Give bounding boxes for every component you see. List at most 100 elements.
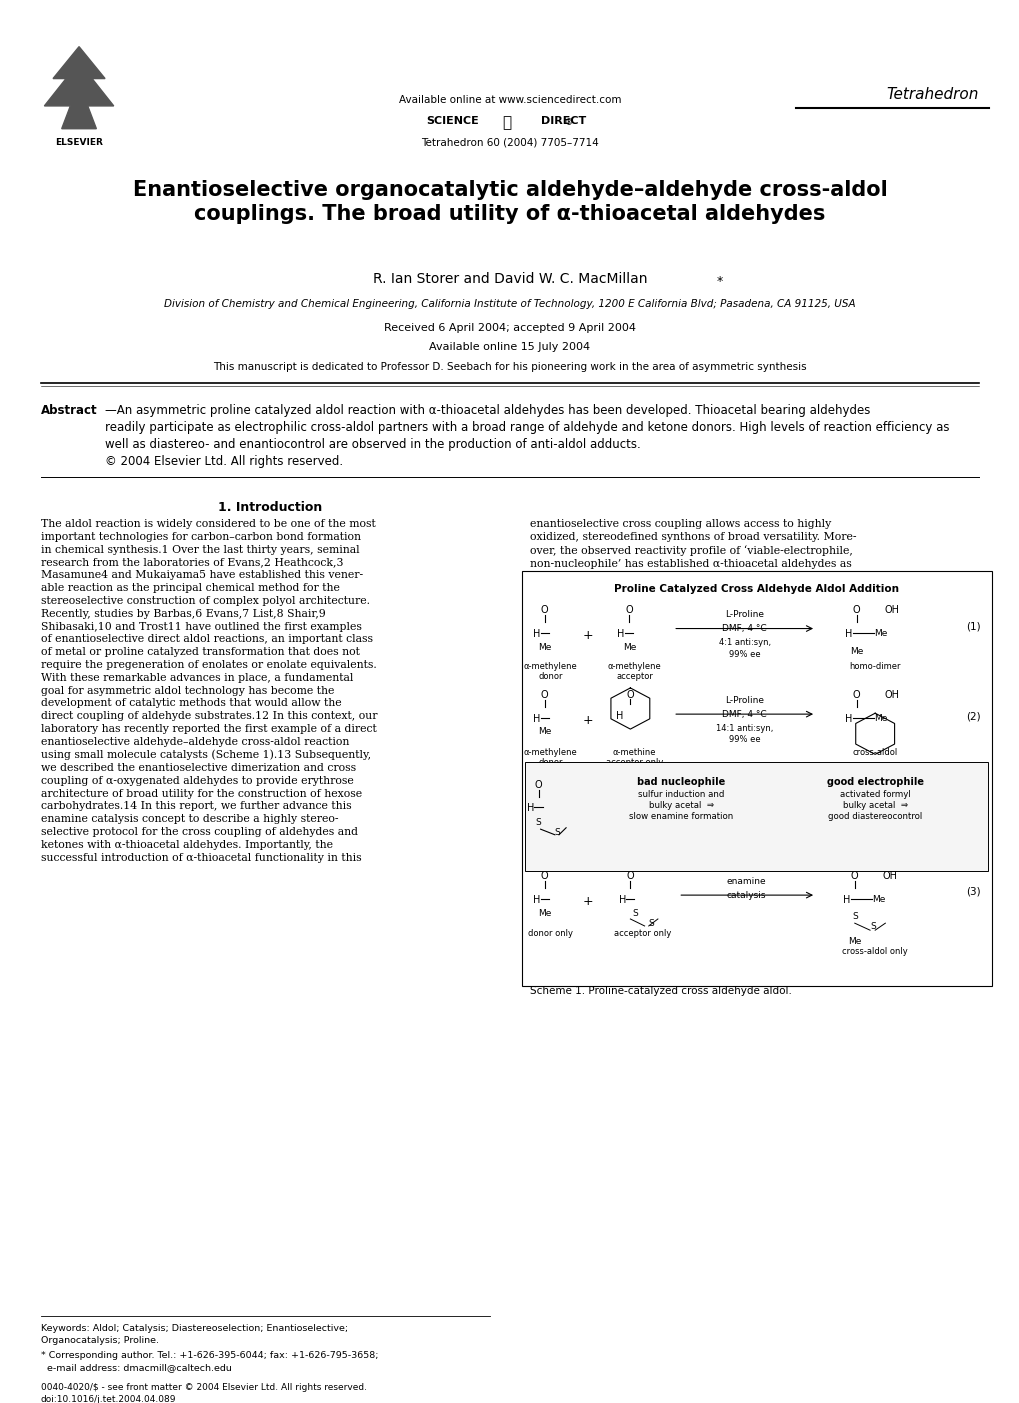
Text: O: O	[540, 605, 548, 615]
Text: good diastereocontrol: good diastereocontrol	[827, 812, 921, 821]
Text: O: O	[852, 690, 860, 700]
Text: Me: Me	[871, 895, 884, 904]
Text: S: S	[851, 912, 857, 920]
Text: Division of Chemistry and Chemical Engineering, California Institute of Technolo: Division of Chemistry and Chemical Engin…	[164, 299, 855, 309]
Text: Enantioselective organocatalytic aldehyde–aldehyde cross-aldol
couplings. The br: Enantioselective organocatalytic aldehyd…	[132, 180, 887, 224]
Text: donor: donor	[538, 672, 562, 680]
Text: SCIENCE: SCIENCE	[426, 116, 479, 126]
Text: DMF, 4 °C: DMF, 4 °C	[721, 710, 766, 718]
Text: 0040-4020/$ - see front matter © 2004 Elsevier Ltd. All rights reserved.
doi:10.: 0040-4020/$ - see front matter © 2004 El…	[41, 1383, 367, 1403]
Text: Available online 15 July 2004: Available online 15 July 2004	[429, 342, 590, 352]
Text: Abstract: Abstract	[41, 404, 98, 417]
Text: acceptor only: acceptor only	[605, 758, 662, 766]
Text: O: O	[534, 780, 542, 790]
Text: bad nucleophile: bad nucleophile	[637, 777, 725, 787]
Text: +: +	[582, 629, 592, 641]
Text: H: H	[618, 895, 626, 905]
Text: Tetrahedron: Tetrahedron	[886, 87, 978, 102]
Text: 1. Introduction: 1. Introduction	[218, 501, 322, 513]
Text: +: +	[582, 714, 592, 727]
Text: OH: OH	[884, 690, 899, 700]
Text: bulky acetal  ⇒: bulky acetal ⇒	[842, 801, 907, 810]
Text: enantioselective cross coupling allows access to highly
oxidized, stereodefined : enantioselective cross coupling allows a…	[530, 519, 856, 568]
Text: O: O	[626, 871, 634, 881]
Text: 14:1 anti:syn,: 14:1 anti:syn,	[715, 724, 772, 732]
Text: Me: Me	[537, 643, 551, 651]
Text: (2): (2)	[966, 711, 980, 721]
Text: O: O	[625, 605, 633, 615]
Text: α-methylene: α-methylene	[524, 748, 577, 756]
Text: +: +	[582, 895, 592, 908]
Text: α-methine: α-methine	[612, 748, 655, 756]
Text: Tetrahedron 60 (2004) 7705–7714: Tetrahedron 60 (2004) 7705–7714	[421, 137, 598, 147]
Text: slow enamine formation: slow enamine formation	[629, 812, 733, 821]
Text: (3): (3)	[966, 887, 980, 897]
Text: H: H	[532, 629, 540, 638]
Text: O: O	[626, 690, 634, 700]
Text: bulky acetal  ⇒: bulky acetal ⇒	[648, 801, 713, 810]
Text: acceptor only: acceptor only	[613, 929, 671, 937]
Text: 4:1 anti:syn,: 4:1 anti:syn,	[717, 638, 770, 647]
Text: S: S	[535, 818, 541, 826]
Text: good electrophile: good electrophile	[825, 777, 923, 787]
Text: DMF, 4 °C: DMF, 4 °C	[721, 624, 766, 633]
Text: O: O	[540, 690, 548, 700]
Text: donor: donor	[538, 758, 562, 766]
Text: α-methylene: α-methylene	[524, 662, 577, 671]
Text: S: S	[553, 828, 559, 836]
Text: activated formyl: activated formyl	[839, 790, 910, 798]
Text: H: H	[844, 714, 852, 724]
Text: Me: Me	[873, 629, 887, 637]
Text: —An asymmetric proline catalyzed aldol reaction with α-thioacetal aldehydes has : —An asymmetric proline catalyzed aldol r…	[105, 404, 949, 469]
Text: α-methylene: α-methylene	[607, 662, 660, 671]
Text: H: H	[615, 711, 624, 721]
Text: cross-aldol only: cross-aldol only	[842, 947, 907, 955]
Text: L-Proline: L-Proline	[725, 610, 763, 619]
Text: Scheme 1. Proline-catalyzed cross aldehyde aldol.: Scheme 1. Proline-catalyzed cross aldehy…	[530, 986, 792, 996]
Text: OH: OH	[882, 871, 897, 881]
Text: cross-aldol: cross-aldol	[852, 748, 897, 756]
Text: H: H	[532, 895, 540, 905]
Text: Me: Me	[847, 937, 861, 946]
Text: OH: OH	[884, 605, 899, 615]
Text: Available online at www.sciencedirect.com: Available online at www.sciencedirect.co…	[398, 95, 621, 105]
Text: O: O	[850, 871, 858, 881]
Text: enamine: enamine	[727, 877, 765, 885]
Text: O: O	[852, 605, 860, 615]
Text: *: *	[716, 275, 722, 288]
Text: Me: Me	[622, 643, 636, 651]
Text: DIRECT: DIRECT	[540, 116, 585, 126]
Text: Keywords: Aldol; Catalysis; Diastereoselection; Enantioselective;
Organocatalysi: Keywords: Aldol; Catalysis; Diastereosel…	[41, 1324, 347, 1345]
FancyBboxPatch shape	[522, 571, 991, 986]
Text: H: H	[844, 629, 852, 638]
Text: sulfur induction and: sulfur induction and	[638, 790, 723, 798]
Text: (1): (1)	[966, 622, 980, 631]
Text: Me: Me	[849, 647, 863, 655]
Text: L-Proline: L-Proline	[725, 696, 763, 704]
Text: ELSEVIER: ELSEVIER	[55, 137, 103, 147]
Text: R. Ian Storer and David W. C. MacMillan: R. Ian Storer and David W. C. MacMillan	[372, 272, 647, 286]
Text: 99% ee: 99% ee	[728, 650, 760, 658]
Text: The aldol reaction is widely considered to be one of the most
important technolo: The aldol reaction is widely considered …	[41, 519, 377, 863]
Text: Me: Me	[873, 714, 887, 723]
Text: S: S	[632, 909, 638, 918]
Text: catalysis: catalysis	[727, 891, 765, 899]
Text: 99% ee: 99% ee	[728, 735, 760, 744]
Text: Proline Catalyzed Cross Aldehyde Aldol Addition: Proline Catalyzed Cross Aldehyde Aldol A…	[613, 584, 899, 593]
Text: S: S	[648, 919, 654, 927]
Polygon shape	[45, 46, 114, 129]
Text: This manuscript is dedicated to Professor D. Seebach for his pioneering work in : This manuscript is dedicated to Professo…	[213, 362, 806, 372]
Text: ⓓ: ⓓ	[502, 115, 511, 130]
Text: H: H	[616, 629, 625, 638]
FancyBboxPatch shape	[525, 762, 987, 871]
Text: * Corresponding author. Tel.: +1-626-395-6044; fax: +1-626-795-3658;
  e-mail ad: * Corresponding author. Tel.: +1-626-395…	[41, 1351, 378, 1372]
Text: donor only: donor only	[528, 929, 573, 937]
Text: Received 6 April 2004; accepted 9 April 2004: Received 6 April 2004; accepted 9 April …	[383, 323, 636, 333]
Text: H: H	[526, 803, 534, 812]
Text: homo-dimer: homo-dimer	[849, 662, 900, 671]
Text: S: S	[869, 922, 875, 930]
Text: H: H	[532, 714, 540, 724]
Text: Me: Me	[537, 727, 551, 735]
Text: O: O	[540, 871, 548, 881]
Text: H: H	[842, 895, 850, 905]
